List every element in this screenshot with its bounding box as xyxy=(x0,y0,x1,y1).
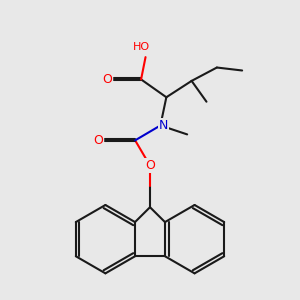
Text: O: O xyxy=(93,134,103,147)
Text: N: N xyxy=(159,119,168,132)
Text: O: O xyxy=(102,73,112,86)
Text: O: O xyxy=(145,159,155,172)
Text: HO: HO xyxy=(133,42,150,52)
